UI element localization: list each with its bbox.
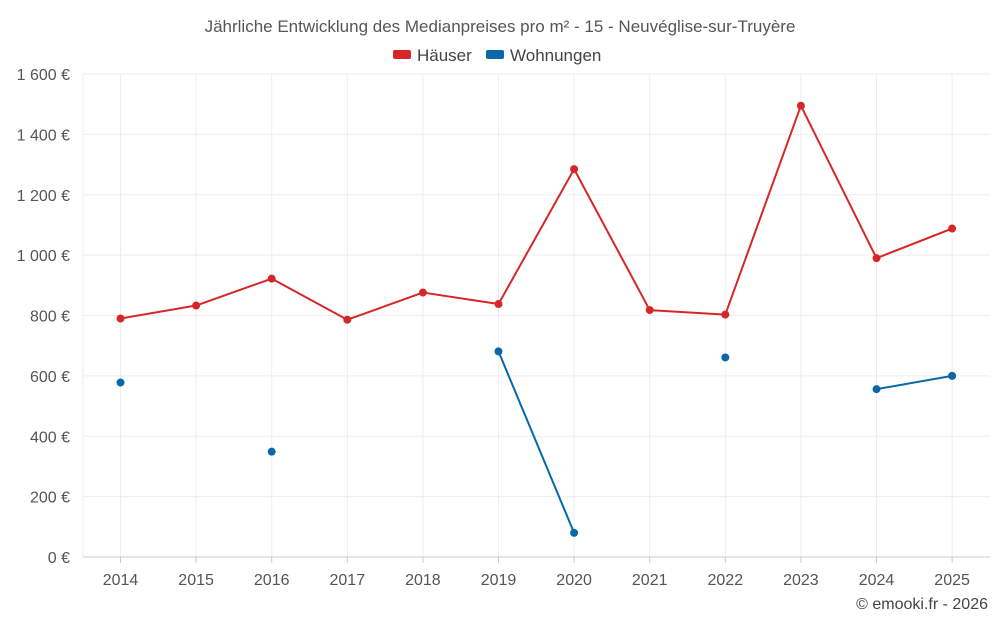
data-point-h-user: [645, 306, 654, 315]
x-tick-label: 2019: [481, 572, 517, 589]
x-tick-label: 2022: [708, 572, 744, 589]
data-point-wohnungen: [116, 378, 125, 387]
y-tick-label: 200 €: [30, 490, 70, 507]
data-point-h-user: [494, 300, 503, 309]
data-point-h-user: [116, 314, 125, 323]
legend-swatch-wohnungen: [486, 50, 504, 59]
data-point-h-user: [192, 301, 201, 310]
y-tick-label: 1 600 €: [17, 67, 70, 84]
x-tick-label: 2015: [178, 572, 214, 589]
series-line-wohnungen: [497, 351, 576, 534]
data-point-h-user: [343, 315, 352, 324]
y-tick-label: 800 €: [30, 309, 70, 326]
legend: Häuser Wohnungen: [393, 46, 601, 65]
data-point-h-user: [570, 165, 579, 174]
data-point-wohnungen: [872, 385, 881, 394]
y-tick-label: 400 €: [30, 429, 70, 446]
data-point-wohnungen: [721, 353, 730, 362]
data-point-h-user: [267, 274, 276, 283]
data-point-h-user: [948, 224, 957, 233]
series-layer: [116, 101, 957, 537]
series-line-wohnungen: [876, 374, 953, 391]
legend-label-h-user: Häuser: [417, 46, 472, 65]
x-tick-label: 2021: [632, 572, 668, 589]
copyright-credit: © emooki.fr - 2026: [856, 596, 988, 613]
data-point-wohnungen: [570, 528, 579, 537]
data-point-h-user: [796, 101, 805, 110]
x-tick-label: 2018: [405, 572, 441, 589]
series-line-h-user: [120, 104, 953, 321]
x-tick-label: 2023: [783, 572, 819, 589]
x-axis: 2014 2015 2016 2017 2018 2019 2020 2021 2022 2023…: [83, 556, 990, 589]
x-tick-label: 2017: [330, 572, 366, 589]
data-point-h-user: [721, 310, 730, 319]
data-point-h-user: [418, 288, 427, 297]
data-point-wohnungen: [494, 347, 503, 356]
x-tick-label: 2016: [254, 572, 290, 589]
legend-swatch-h-user: [393, 50, 411, 59]
x-tick-label: 2020: [556, 572, 592, 589]
y-tick-label: 1 400 €: [17, 127, 70, 144]
y-tick-label: 1 200 €: [17, 188, 70, 205]
data-point-h-user: [872, 254, 881, 263]
y-tick-label: 600 €: [30, 369, 70, 386]
data-point-wohnungen: [948, 371, 957, 380]
legend-label-wohnungen: Wohnungen: [510, 46, 601, 65]
chart-title: Jährliche Entwicklung des Medianpreises …: [205, 17, 796, 36]
y-tick-label: 0 €: [48, 550, 70, 567]
y-tick-label: 1 000 €: [17, 248, 70, 265]
y-axis: 0 € 200 € 400 € 600 € 800 € 1 000 € 1 200 € 1 4…: [17, 67, 70, 567]
x-tick-label: 2025: [934, 572, 970, 589]
data-point-wohnungen: [267, 447, 276, 456]
x-tick-label: 2024: [859, 572, 895, 589]
grid: [82, 73, 990, 557]
x-tick-label: 2014: [103, 572, 139, 589]
